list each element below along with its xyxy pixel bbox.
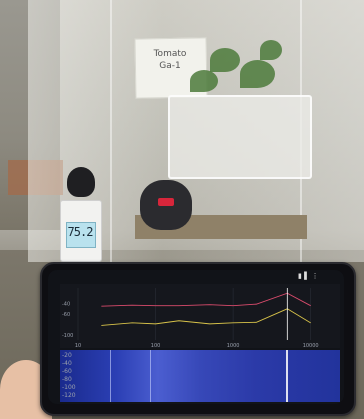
chart-series — [101, 288, 311, 340]
spectrogram-streak — [150, 350, 151, 402]
spectrogram-peak-line — [286, 350, 288, 402]
series-line-2 — [101, 308, 311, 326]
spectrogram-tick-label: -20 — [62, 352, 72, 359]
spectrum-chart: -40 -60 -100 10 100 1000 10000 — [60, 284, 340, 348]
plant-sign-text: Tomato Ga-1 — [140, 48, 200, 72]
sound-meter-microphone — [67, 167, 95, 197]
leaf — [240, 60, 275, 88]
x-tick-label: 100 — [151, 343, 161, 348]
spectrogram-y-ticks: -20 -40 -60 -80 -100 -120 — [62, 352, 82, 402]
chart-x-ticks: 10 100 1000 10000 — [75, 343, 319, 348]
plant-crate — [168, 95, 312, 179]
speaker-led — [158, 198, 174, 206]
chart-y-ticks: -40 -60 -100 — [62, 302, 73, 339]
phone-status-bar: ▮ ▌ ⋮ — [48, 270, 344, 284]
spectrogram-streak — [110, 350, 111, 402]
y-tick-label: -60 — [62, 312, 70, 318]
spectrogram-tick-label: -40 — [62, 360, 72, 367]
plant-sign-line1: Tomato — [153, 49, 187, 59]
spectrogram — [60, 350, 340, 402]
x-tick-label: 10 — [75, 343, 81, 348]
chart-grid — [77, 288, 311, 340]
leaf — [260, 40, 282, 60]
spectrogram-tick-label: -120 — [62, 392, 76, 399]
status-icons[interactable]: ▮ ▌ ⋮ — [298, 272, 319, 280]
spectrogram-tick-label: -100 — [62, 384, 76, 391]
plastic-fold — [110, 0, 112, 262]
plant-sign-line2: Ga-1 — [159, 61, 181, 71]
leaf — [210, 48, 240, 72]
chart-bg — [60, 284, 340, 348]
spectrogram-tick-label: -60 — [62, 368, 72, 375]
y-tick-label: -40 — [62, 302, 70, 308]
meter-display — [66, 222, 96, 248]
x-tick-label: 10000 — [303, 343, 319, 348]
spectrogram-tick-label: -80 — [62, 376, 72, 383]
x-tick-label: 1000 — [227, 343, 240, 348]
series-line-1 — [101, 292, 311, 307]
leaf — [190, 70, 218, 92]
meter-reading: 75.2 — [67, 225, 94, 239]
y-tick-label: -100 — [62, 333, 73, 339]
